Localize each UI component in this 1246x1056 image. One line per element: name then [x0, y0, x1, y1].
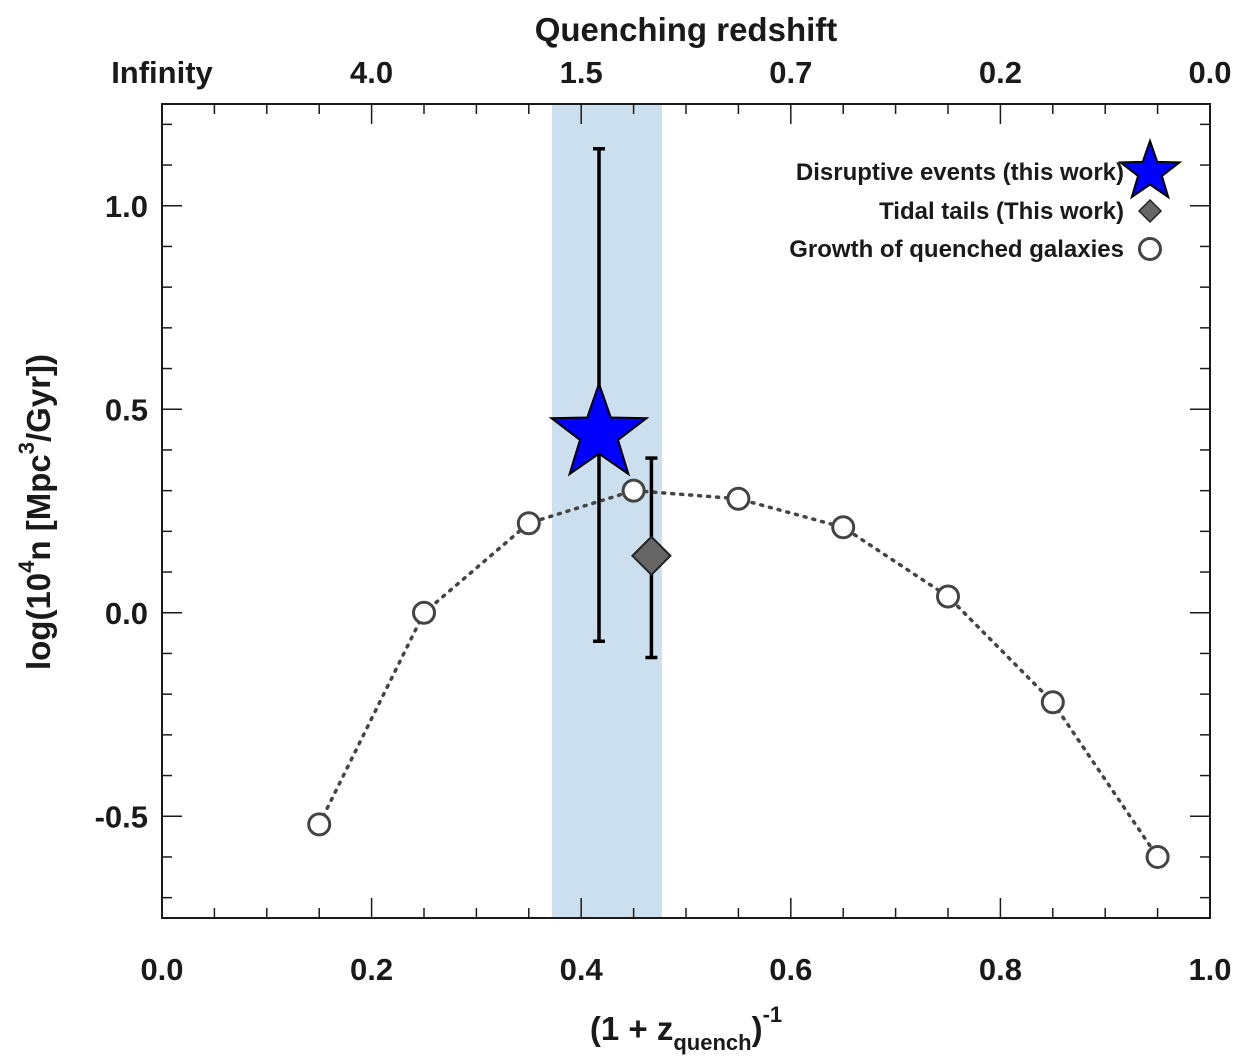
legend-star-icon — [1117, 137, 1183, 200]
x-tick-label: 0.4 — [560, 952, 604, 987]
tidal-tails-point — [631, 535, 672, 577]
legend-circle-icon — [1138, 237, 1162, 261]
top-tick-label: 0.7 — [769, 55, 812, 90]
top-tick-label: 0.0 — [1188, 55, 1231, 90]
y-axis-title-sup2: 3 — [14, 442, 39, 454]
growth-point — [307, 812, 332, 837]
growth-point — [936, 584, 960, 609]
legend-diamond-icon — [1137, 198, 1163, 224]
ticks-layer: 0.0 0.2 0.4 0.6 0.8 1.0 Infinity 4.0 1.5 0.7 0.2 0.… — [95, 55, 1232, 987]
x-tick-label: 0.2 — [350, 952, 393, 987]
top-tick-label: 0.2 — [979, 55, 1022, 90]
growth-point — [516, 511, 541, 536]
y-axis-title-pre: log(10 — [20, 573, 57, 670]
growth-point — [412, 600, 436, 625]
data-layer — [307, 147, 1170, 869]
y-tick-label: 0.0 — [105, 596, 148, 631]
x-tick-label: 1.0 — [1188, 952, 1231, 987]
disruptive-events-point — [548, 380, 650, 477]
y-axis-title-sup1: 4 — [14, 560, 39, 573]
y-axis-title-mid: n [Mpc — [20, 454, 57, 560]
growth-curve — [317, 488, 1160, 859]
growth-point — [831, 515, 856, 540]
y-axis-title: log(104n [Mpc3/Gyr]) — [14, 354, 57, 670]
top-axis-title: Quenching redshift — [535, 11, 838, 48]
legend-label: Tidal tails (This work) — [879, 198, 1124, 225]
x-tick-label: 0.0 — [140, 952, 183, 987]
y-tick-label: 0.5 — [105, 392, 148, 427]
x-axis-title-base: (1 + z — [590, 1010, 673, 1047]
legend: Disruptive events (this work) Tidal tails… — [789, 137, 1183, 263]
y-axis-title-post: /Gyr]) — [20, 354, 57, 442]
axes-layer — [161, 103, 1211, 919]
x-axis-title-sub: quench — [673, 1030, 751, 1055]
top-tick-label: 4.0 — [350, 55, 393, 90]
growth-point — [1145, 844, 1170, 869]
legend-label: Disruptive events (this work) — [796, 159, 1124, 186]
growth-point — [1040, 690, 1065, 715]
growth-point — [726, 486, 751, 511]
plot-frame — [161, 103, 1211, 919]
x-axis-title-sup: -1 — [763, 1002, 783, 1027]
top-tick-label: Infinity — [111, 55, 213, 90]
x-axis-title: (1 + zquench)-1 — [590, 1002, 782, 1055]
x-axis-title-close: ) — [752, 1010, 763, 1047]
x-tick-label: 0.8 — [979, 952, 1022, 987]
y-tick-label: 1.0 — [105, 189, 148, 224]
top-tick-label: 1.5 — [560, 55, 603, 90]
y-tick-label: -0.5 — [95, 799, 148, 834]
legend-label: Growth of quenched galaxies — [789, 236, 1124, 263]
growth-point — [621, 478, 646, 503]
x-tick-label: 0.6 — [769, 952, 812, 987]
